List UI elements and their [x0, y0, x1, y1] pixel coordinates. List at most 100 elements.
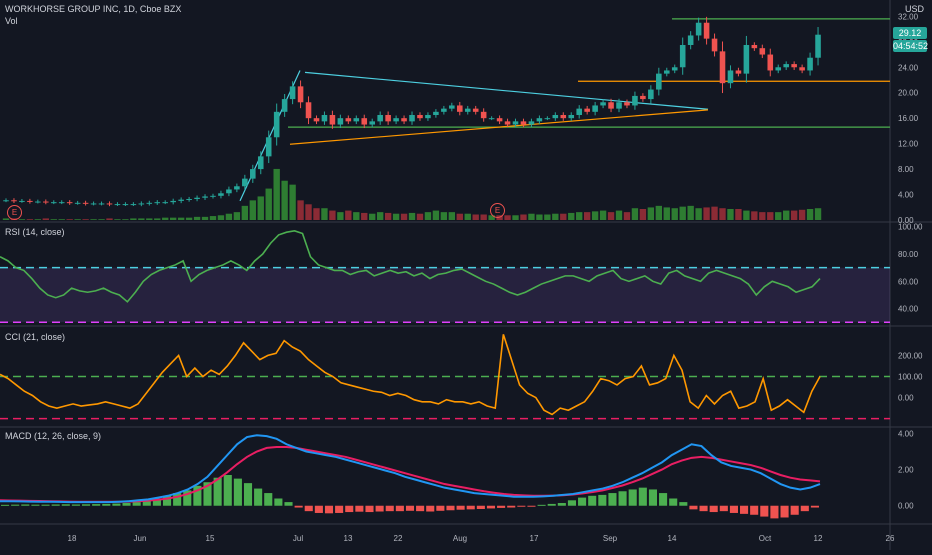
macd-histogram-bar [740, 505, 749, 514]
candle-body [560, 115, 567, 119]
trendline-upper [304, 71, 709, 110]
candle-body [472, 108, 479, 112]
macd-signal-line [0, 445, 821, 503]
candle-body [194, 197, 200, 199]
candle-body [544, 118, 551, 120]
volume-bar [162, 217, 169, 220]
volume-bar [767, 212, 774, 220]
volume-bar [568, 212, 575, 220]
macd-histogram-bar [486, 505, 496, 509]
volume-bar [512, 215, 519, 220]
macd-histogram-bar [770, 505, 779, 519]
x-tick-label: 14 [668, 534, 677, 543]
candle-body [679, 45, 686, 68]
candle-body [353, 118, 360, 122]
macd-histogram-bar [638, 487, 647, 506]
earnings-marker-2[interactable]: E [490, 203, 505, 218]
volume-bar [337, 212, 344, 220]
y-tick-label: 40.00 [898, 305, 919, 314]
volume-bar [440, 212, 448, 220]
candle-body [90, 203, 97, 205]
macd-histogram-bar [61, 504, 70, 506]
candle-body [441, 108, 447, 112]
macd-histogram-bar [729, 505, 738, 513]
candle-body [671, 67, 678, 71]
candle-body [640, 95, 646, 100]
volume-bar [177, 217, 185, 220]
volume-bar [265, 188, 272, 220]
macd-histogram-bar [193, 485, 202, 506]
candle-body [775, 67, 782, 71]
macd-histogram-bar [426, 505, 435, 512]
x-tick-label: 22 [394, 534, 403, 543]
candle-body [687, 35, 694, 45]
volume-bar [297, 200, 304, 220]
candle-body [616, 102, 622, 109]
macd-histogram-bar [142, 500, 151, 506]
volume-bar [663, 207, 670, 220]
y-tick-label: 60.00 [898, 277, 919, 286]
volume-bar [615, 210, 623, 220]
macd-histogram-bar [173, 493, 182, 506]
macd-histogram-bar [385, 505, 394, 512]
x-tick-label: 13 [344, 534, 353, 543]
candle-body [480, 111, 487, 119]
candle-body [3, 200, 9, 202]
candle-body [695, 22, 702, 36]
volume-bar [623, 212, 631, 220]
macd-histogram-bar [274, 498, 283, 506]
x-tick-label: 26 [886, 534, 895, 543]
candle-body [305, 102, 312, 119]
volume-bar [321, 208, 328, 220]
macd-histogram-bar [608, 493, 617, 506]
macd-histogram-bar [304, 505, 313, 512]
volume-bar [798, 209, 806, 220]
candle-body [66, 202, 73, 204]
volume-bar [82, 219, 89, 220]
candle-body [257, 156, 264, 170]
y-tick-label: 4.00 [898, 429, 914, 438]
volume-bar [544, 214, 551, 220]
macd-histogram-bar [122, 503, 131, 506]
volume-bar [329, 210, 336, 220]
macd-histogram-bar [395, 505, 404, 512]
volume-bar [193, 216, 201, 220]
candle-body [114, 204, 121, 206]
x-tick-label: 15 [206, 534, 215, 543]
macd-histogram-bar [284, 502, 293, 506]
candle-body [234, 186, 240, 190]
macd-histogram-bar [679, 502, 688, 506]
volume-bar [647, 207, 655, 220]
candle-body [735, 70, 742, 74]
macd-histogram-bar [243, 483, 253, 506]
macd-histogram-bar [507, 505, 516, 508]
x-tick-label: Jun [134, 534, 147, 543]
macd-histogram-bar [1, 504, 10, 506]
macd-histogram-bar [314, 505, 323, 513]
countdown-tag: 04:54:52 [893, 40, 929, 52]
volume-bar [735, 209, 742, 220]
earnings-marker-1[interactable]: E [7, 205, 22, 220]
volume-bar [225, 213, 233, 220]
volume-bar [249, 200, 256, 220]
rsi-pane-title: RSI (14, close) [5, 227, 65, 237]
macd-histogram-bar [699, 505, 708, 512]
volume-bar [66, 219, 73, 220]
volume-bar [536, 214, 543, 220]
y-tick-label: 0.00 [898, 394, 914, 403]
volume-bar [146, 218, 153, 220]
macd-histogram-bar [618, 491, 627, 506]
x-tick-label: 18 [68, 534, 77, 543]
candle-body [377, 115, 383, 122]
candle-body [170, 200, 176, 203]
candle-body [186, 199, 192, 200]
candle-body [703, 22, 710, 39]
volume-bar [233, 212, 241, 220]
volume-bar [400, 213, 408, 220]
candle-body [329, 115, 336, 125]
macd-histogram-bar [476, 505, 485, 509]
candle-body [106, 203, 113, 205]
macd-histogram-bar [497, 505, 506, 508]
macd-histogram-bar [254, 488, 263, 506]
